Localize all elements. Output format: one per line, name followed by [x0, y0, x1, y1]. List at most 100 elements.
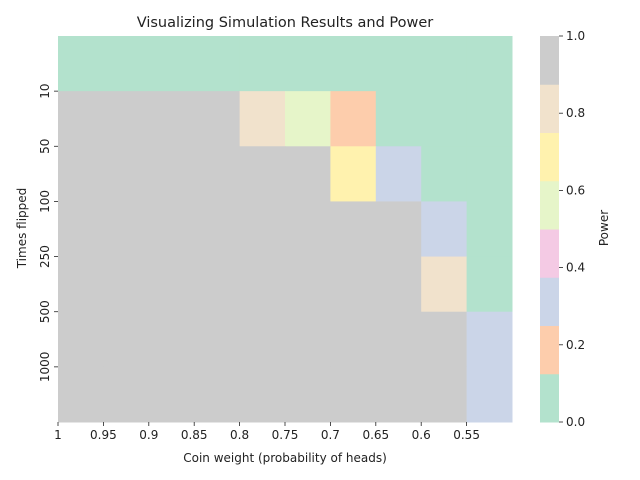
heatmap-cell — [58, 36, 104, 92]
heatmap-cell — [103, 36, 150, 92]
heatmap-cell — [285, 311, 331, 368]
heatmap-cell — [375, 146, 422, 202]
heatmap-cell — [194, 146, 241, 202]
colorbar-tick-label: 0.4 — [566, 261, 585, 275]
heatmap-cell — [194, 36, 241, 92]
heatmap-cell — [330, 256, 377, 313]
colorbar-segment — [540, 277, 559, 326]
heatmap-cell — [194, 311, 241, 368]
heatmap-cell — [466, 146, 513, 202]
colorbar-segment — [540, 132, 559, 182]
heatmap-cell — [285, 256, 331, 313]
colorbar-segment — [540, 325, 559, 375]
heatmap-cell — [421, 201, 468, 258]
colorbar-segment — [540, 373, 559, 423]
heatmap-cell — [239, 36, 286, 92]
heatmap-cell — [194, 91, 241, 147]
chart-title: Visualizing Simulation Results and Power — [137, 15, 434, 31]
heatmap-cell — [466, 256, 513, 313]
heatmap-cell — [148, 366, 195, 423]
heatmap-cell — [375, 201, 422, 258]
heatmap-cell — [103, 366, 150, 423]
colorbar-segment — [540, 84, 559, 133]
heatmap-cell — [239, 146, 286, 202]
x-axis: 1 0.95 0.9 0.85 0.8 0.75 0.7 0.65 0.6 0.55 — [54, 422, 480, 442]
colorbar-segment — [540, 229, 559, 278]
heatmap-cell — [421, 36, 468, 92]
y-tick-label: 10 — [38, 84, 52, 99]
heatmap-cell — [148, 256, 195, 313]
x-tick-label: 0.6 — [412, 428, 431, 442]
heatmap-cell — [239, 256, 286, 313]
heatmap-cell — [466, 311, 513, 368]
colorbar-segment — [540, 36, 559, 85]
heatmap-cell — [58, 256, 104, 313]
heatmap-cell — [466, 366, 513, 423]
heatmap-cell — [285, 36, 331, 92]
x-tick-label: 1 — [54, 428, 62, 442]
heatmap-cell — [58, 366, 104, 423]
heatmap-cell — [194, 366, 241, 423]
colorbar-tick-label: 1.0 — [566, 29, 585, 43]
heatmap-cell — [375, 36, 422, 92]
colorbar: 0.0 0.2 0.4 0.6 0.8 1.0 — [540, 29, 585, 429]
heatmap-cell — [239, 201, 286, 258]
heatmap-cell — [148, 91, 195, 147]
y-tick-label: 1000 — [38, 352, 52, 383]
heatmap-cell — [103, 201, 150, 258]
heatmap-cell — [148, 146, 195, 202]
heatmap-cell — [58, 91, 104, 147]
y-axis-label: Times flipped — [15, 188, 29, 270]
x-tick-label: 0.75 — [272, 428, 299, 442]
y-tick-label: 500 — [38, 300, 52, 323]
heatmap-cell — [421, 256, 468, 313]
heatmap-cell — [466, 91, 513, 147]
heatmap-cell — [148, 311, 195, 368]
heatmap-cell — [239, 311, 286, 368]
heatmap-cell — [103, 146, 150, 202]
heatmap-cell — [103, 91, 150, 147]
heatmap-cell — [103, 311, 150, 368]
heatmap-cell — [239, 366, 286, 423]
heatmap-cell — [194, 256, 241, 313]
heatmap-cell — [58, 146, 104, 202]
colorbar-label: Power — [597, 210, 611, 246]
heatmap-cell — [375, 366, 422, 423]
colorbar-segment — [540, 180, 559, 230]
heatmap-cell — [330, 91, 377, 147]
heatmap-cell — [285, 366, 331, 423]
heatmap-cell — [330, 201, 377, 258]
heatmap-cell — [239, 91, 286, 147]
heatmap-cell — [421, 311, 468, 368]
x-axis-label: Coin weight (probability of heads) — [183, 451, 387, 465]
heatmap-cell — [466, 201, 513, 258]
heatmap-cells — [58, 36, 513, 423]
heatmap-cell — [285, 201, 331, 258]
heatmap-cell — [58, 311, 104, 368]
colorbar-tick-label: 0.8 — [566, 106, 585, 120]
heatmap-cell — [375, 311, 422, 368]
heatmap-cell — [58, 201, 104, 258]
y-tick-label: 100 — [38, 190, 52, 213]
colorbar-tick-label: 0.2 — [566, 338, 585, 352]
x-tick-label: 0.9 — [139, 428, 158, 442]
colorbar-tick-label: 0.0 — [566, 415, 585, 429]
colorbar-tick-label: 0.6 — [566, 183, 585, 197]
heatmap-cell — [148, 201, 195, 258]
heatmap-cell — [330, 36, 377, 92]
heatmap-cell — [330, 366, 377, 423]
heatmap-cell — [421, 366, 468, 423]
x-tick-label: 0.55 — [453, 428, 480, 442]
x-tick-label: 0.8 — [230, 428, 249, 442]
heatmap-cell — [330, 146, 377, 202]
heatmap-cell — [375, 256, 422, 313]
x-tick-label: 0.95 — [90, 428, 117, 442]
heatmap-cell — [285, 91, 331, 147]
heatmap-cell — [194, 201, 241, 258]
y-axis: 10 50 100 250 500 1000 — [38, 84, 58, 383]
heatmap-cell — [421, 91, 468, 147]
heatmap-cell — [330, 311, 377, 368]
heatmap-cell — [421, 146, 468, 202]
heatmap-cell — [285, 146, 331, 202]
